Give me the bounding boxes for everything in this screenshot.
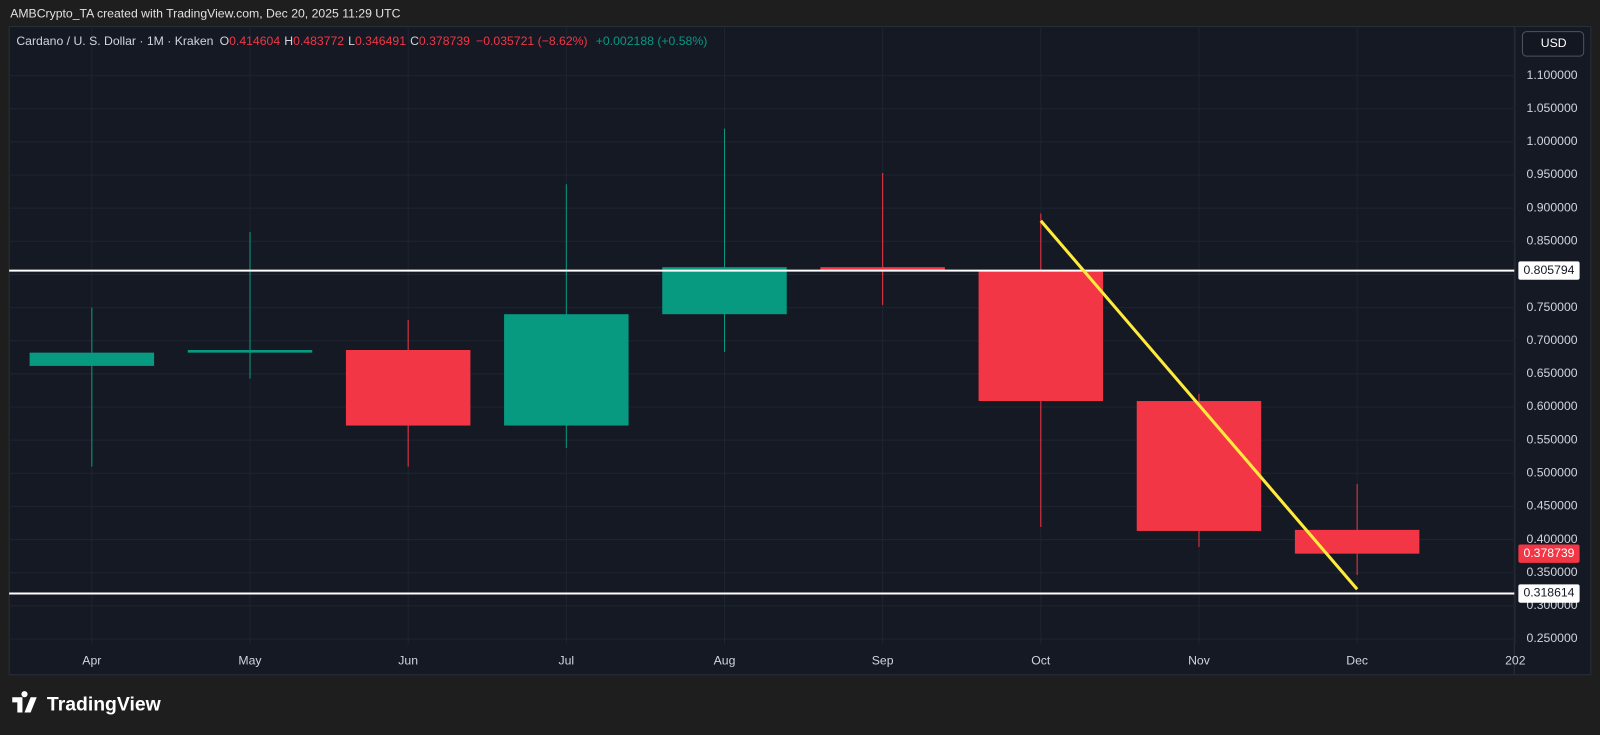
x-tick-label: Oct <box>1031 654 1051 668</box>
y-tick-label: 0.650000 <box>1527 366 1578 380</box>
logo: TradingView <box>12 691 162 716</box>
header: AMBCrypto_TA created with TradingView.co… <box>10 7 400 21</box>
y-tick-label: 0.550000 <box>1527 432 1578 446</box>
logo-icon <box>12 691 37 713</box>
x-tick-label: Dec <box>1346 654 1368 668</box>
legend-item: −0.035721 (−8.62%) <box>476 34 588 48</box>
y-tick-label: 1.050000 <box>1527 101 1578 115</box>
y-tick-label: 0.850000 <box>1527 234 1578 248</box>
currency[interactable]: USD <box>1541 36 1567 50</box>
legend-item: C <box>410 34 419 48</box>
x-tick-label: Jun <box>398 654 418 668</box>
legend-item: Cardano / U. S. Dollar · 1M · Kraken <box>16 34 213 48</box>
y-tick-label: 1.000000 <box>1527 134 1578 148</box>
legend-item: L <box>348 34 355 48</box>
y-tick-label: 0.400000 <box>1527 532 1578 546</box>
trend-line <box>1039 219 1359 591</box>
price-label: 0.805794 <box>1523 263 1574 277</box>
y-tick-label: 0.750000 <box>1527 300 1578 314</box>
legend-item: H <box>284 34 293 48</box>
price-label-box <box>1518 584 1580 603</box>
x-tick-label: Nov <box>1188 654 1211 668</box>
legend-item: O <box>220 34 230 48</box>
y-tick-label: 0.950000 <box>1527 167 1578 181</box>
y-tick-label: 0.450000 <box>1527 499 1578 513</box>
x-tick-label: Aug <box>714 654 736 668</box>
y-tick-label: 0.500000 <box>1527 466 1578 480</box>
candle-body <box>187 349 313 353</box>
x-tick-label: May <box>238 654 262 668</box>
legend-item: 0.346491 <box>355 34 406 48</box>
y-tick-label: 0.900000 <box>1527 200 1578 214</box>
candle-body <box>29 352 155 366</box>
logo-text: TradingView <box>47 694 162 716</box>
last-price-box <box>1518 544 1580 563</box>
candle-body <box>504 314 629 426</box>
candle-body <box>1136 401 1262 531</box>
y-tick-label: 0.350000 <box>1527 565 1578 579</box>
y-tick-label: 1.100000 <box>1527 68 1578 82</box>
x-tick-label: Jul <box>559 654 575 668</box>
y-tick-label: 0.700000 <box>1527 333 1578 347</box>
legend-item: +0.002188 (+0.58%) <box>596 34 708 48</box>
candle-body <box>345 349 471 426</box>
price-label-box <box>1518 261 1580 280</box>
currency-button[interactable] <box>1521 31 1585 57</box>
x-tick-label: Apr <box>82 654 101 668</box>
x-tick-label: 202 <box>1505 654 1526 668</box>
legend-item: 0.483772 <box>293 34 344 48</box>
legend: Cardano / U. S. Dollar · 1M · Kraken O0.4… <box>16 34 707 48</box>
candle-body <box>1294 529 1420 554</box>
y-tick-label: 0.600000 <box>1527 399 1578 413</box>
y-tick-label: 0.250000 <box>1527 631 1578 645</box>
last-price-label: 0.378739 <box>1523 546 1574 560</box>
legend-item: 0.378739 <box>419 34 470 48</box>
marks: 0.805794 0.318614 0.378739 <box>9 128 1580 603</box>
candle-body <box>978 270 1104 402</box>
candle-body <box>662 267 787 315</box>
price-label: 0.318614 <box>1523 586 1574 600</box>
x-tick-label: Sep <box>872 654 894 668</box>
candle-body <box>820 267 945 271</box>
legend-item: 0.414604 <box>229 34 280 48</box>
